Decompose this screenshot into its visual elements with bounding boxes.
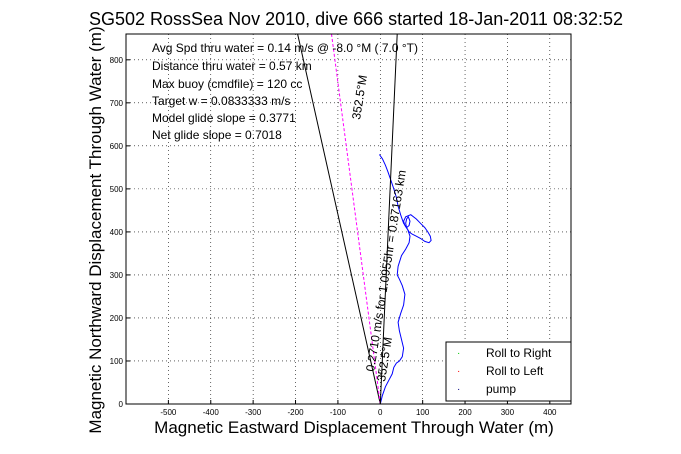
- upper-heading-label: 352.5°M: [349, 74, 370, 120]
- legend-marker-roll-right: ·: [457, 348, 460, 359]
- annotation-net-glide: Net glide slope = 0.7018: [152, 128, 282, 142]
- y-tick-label: 600: [110, 142, 124, 151]
- x-tick-label: 200: [458, 408, 472, 417]
- x-tick-label: -500: [160, 408, 177, 417]
- legend-marker-pump: ·: [457, 384, 460, 395]
- x-axis-label: Magnetic Eastward Displacement Through W…: [154, 418, 554, 437]
- axes-box: [125, 33, 572, 405]
- annotation-block: Avg Spd thru water = 0.14 m/s @ -8.0 °M …: [152, 41, 418, 142]
- x-tick-label: 0: [378, 408, 383, 417]
- x-tick-label: 300: [501, 408, 515, 417]
- x-tick-label: -400: [203, 408, 220, 417]
- legend-label-pump: pump: [486, 382, 516, 396]
- y-tick-label: 400: [110, 228, 124, 237]
- y-tick-label: 100: [110, 357, 124, 366]
- x-tick-label: 400: [543, 408, 557, 417]
- legend: · Roll to Right · Roll to Left · pump: [445, 341, 572, 402]
- annotation-max-buoy: Max buoy (cmdfile) = 120 cc: [152, 77, 302, 91]
- y-tick-label: 800: [110, 56, 124, 65]
- ticks: -500 -400 -300 -200 -100 0 100 200 300 400 0 100 200…: [110, 56, 557, 417]
- y-tick-label: 200: [110, 314, 124, 323]
- x-tick-label: -300: [245, 408, 262, 417]
- legend-marker-roll-left: ·: [457, 366, 460, 377]
- series-line-2: [331, 33, 381, 405]
- x-tick-label: -200: [288, 408, 305, 417]
- annotation-distance: Distance thru water = 0.57 km: [152, 59, 312, 73]
- annotation-model-glide: Model glide slope = 0.3771: [152, 111, 296, 125]
- series-line-0: [378, 154, 432, 405]
- lower-heading-label: 352.5°M: [374, 336, 395, 382]
- x-tick-label: -100: [330, 408, 347, 417]
- y-tick-label: 500: [110, 185, 124, 194]
- y-tick-label: 300: [110, 271, 124, 280]
- legend-label-roll-left: Roll to Left: [486, 364, 544, 378]
- y-tick-label: 0: [119, 400, 124, 409]
- y-tick-label: 700: [110, 99, 124, 108]
- y-axis-label: Magnetic Northward Displacement Through …: [86, 26, 105, 433]
- chart-title: SG502 RossSea Nov 2010, dive 666 started…: [89, 9, 623, 29]
- legend-label-roll-right: Roll to Right: [486, 346, 552, 360]
- annotation-target-w: Target w = 0.0833333 m/s: [152, 94, 290, 108]
- x-tick-label: 100: [416, 408, 430, 417]
- legend-box: [445, 341, 572, 402]
- annotation-avg-speed: Avg Spd thru water = 0.14 m/s @ -8.0 °M …: [152, 41, 418, 55]
